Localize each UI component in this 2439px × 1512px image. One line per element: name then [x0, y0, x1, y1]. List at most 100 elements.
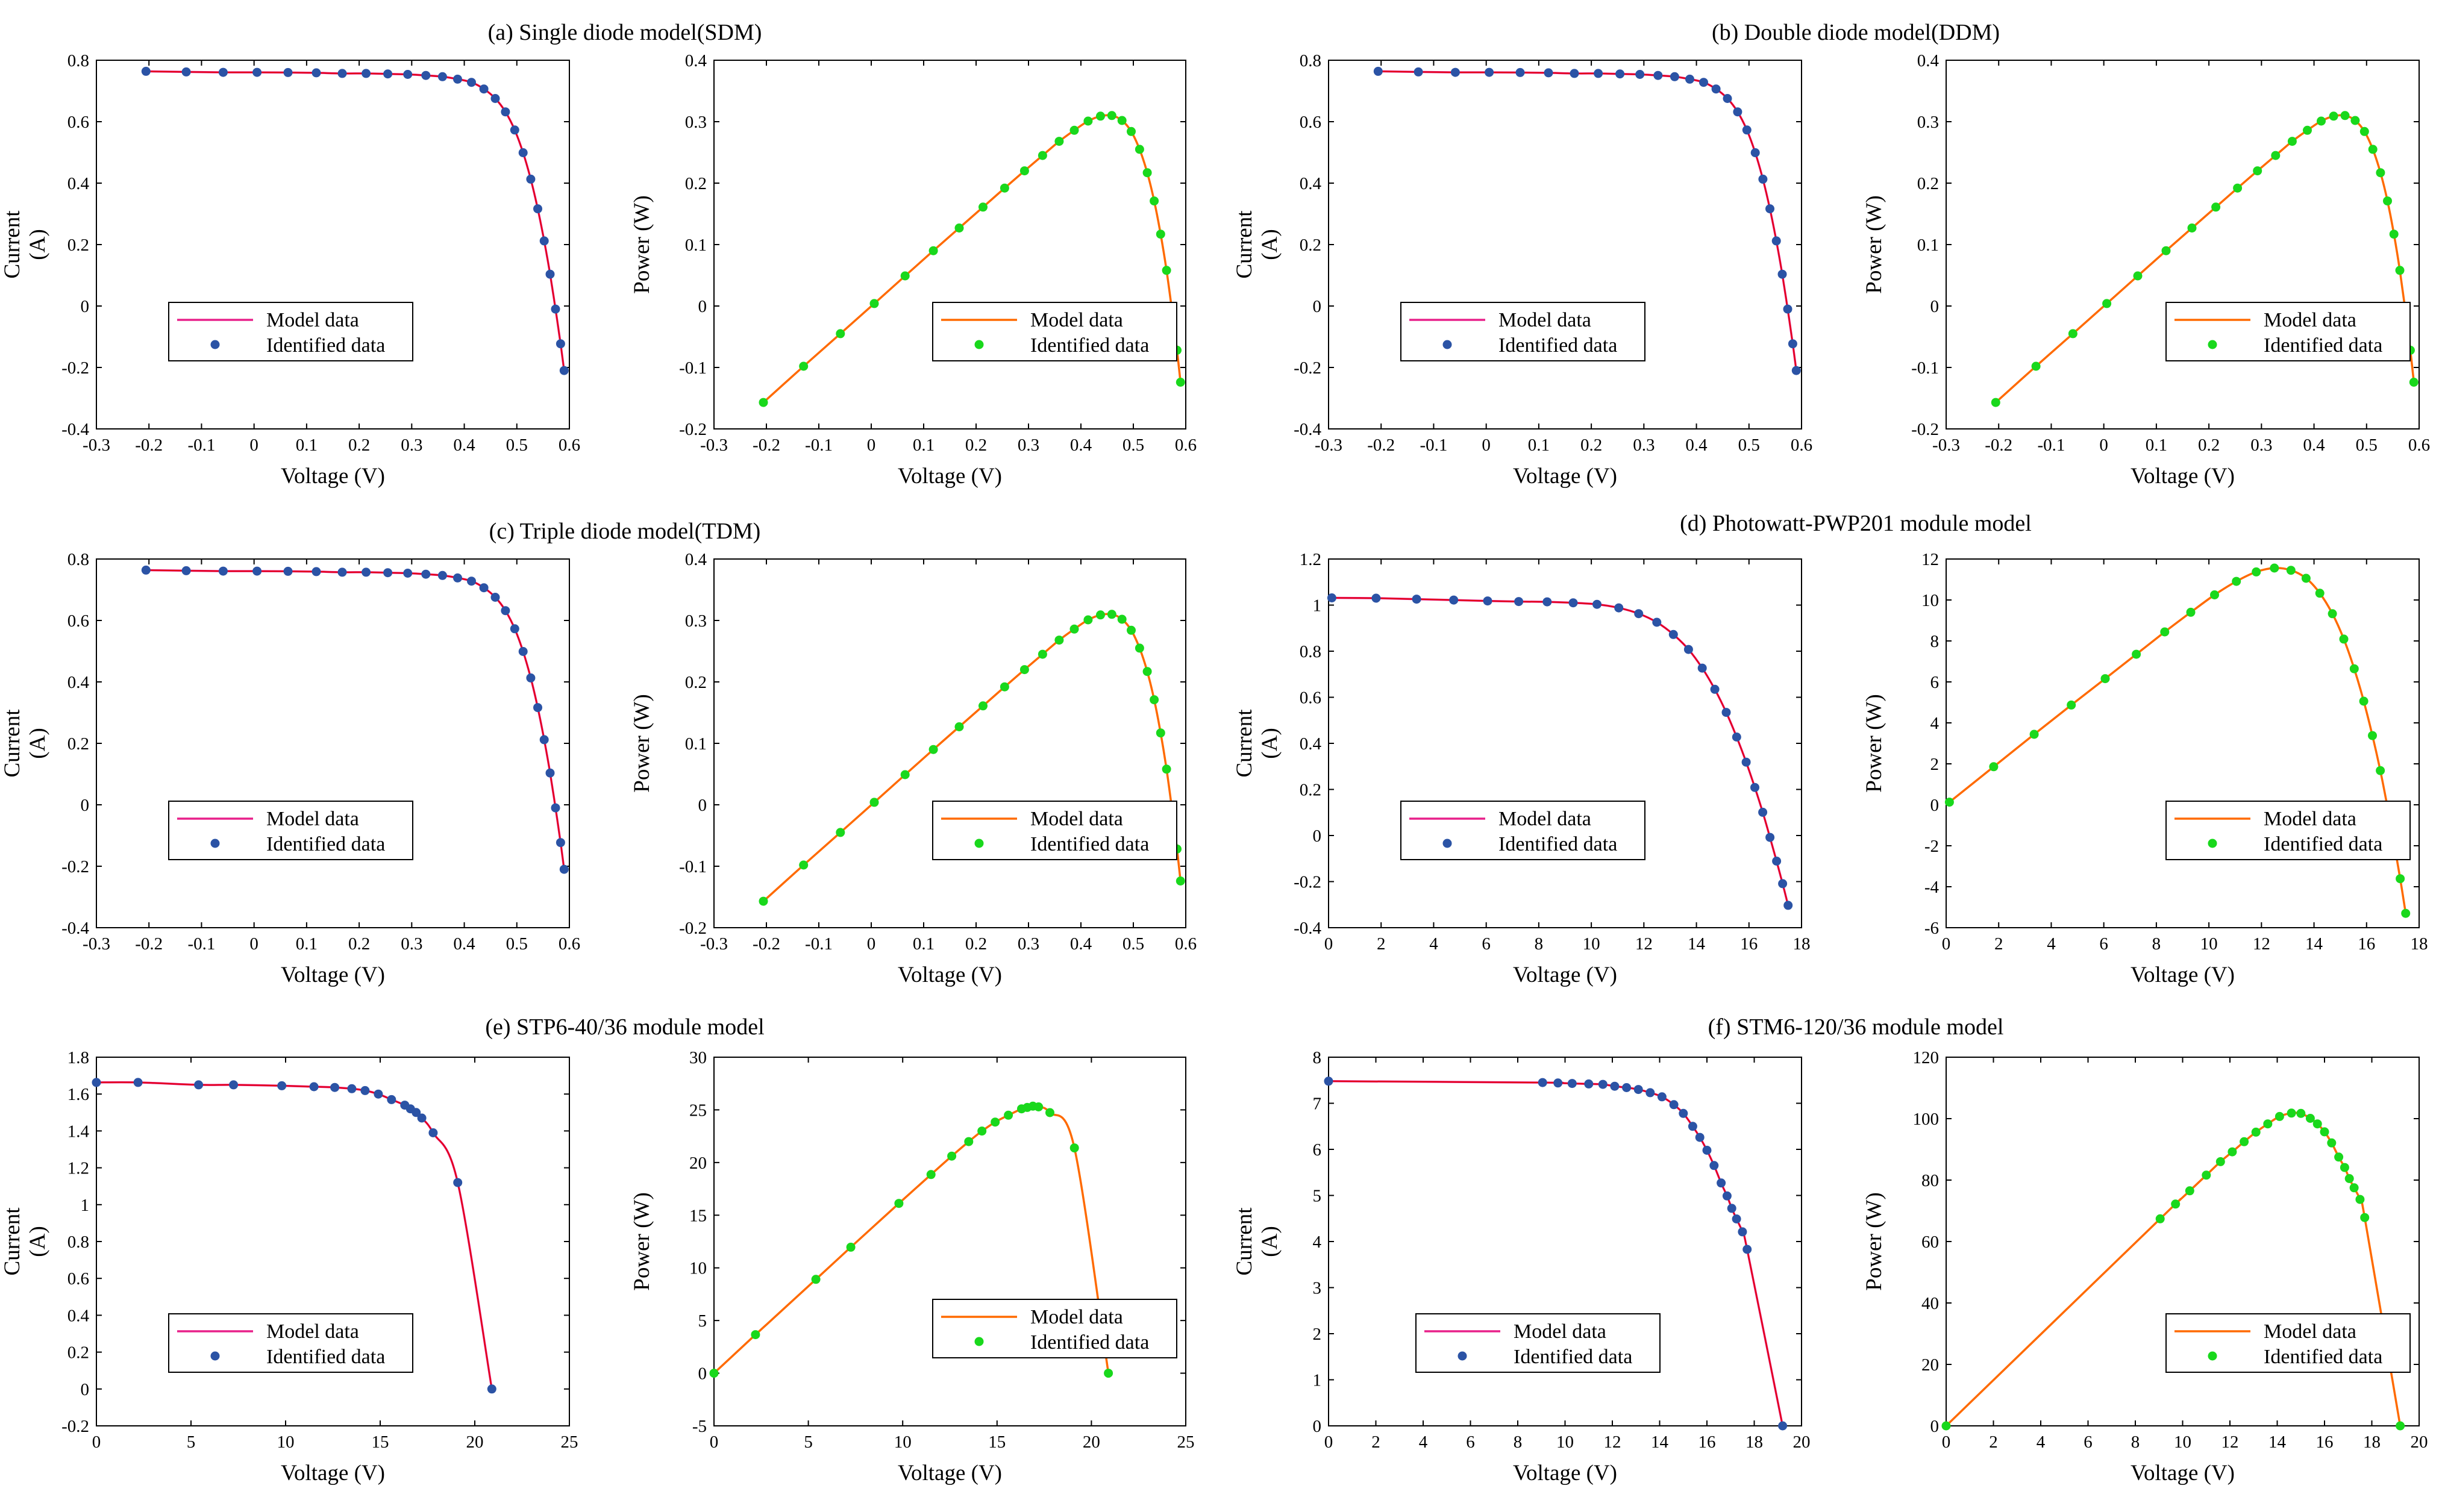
x-tick-label: 12 — [2253, 934, 2270, 954]
data-point — [1758, 174, 1768, 184]
data-point — [2029, 729, 2039, 739]
data-point — [2315, 589, 2325, 598]
x-tick-label: 6 — [2084, 1432, 2093, 1452]
data-point — [1688, 1122, 1697, 1131]
data-point — [2383, 196, 2392, 206]
x-tick-label: -0.3 — [1932, 436, 1960, 455]
data-point — [1695, 1132, 1705, 1142]
y-tick-label: -0.2 — [1294, 873, 1321, 892]
x-tick-label: 0.5 — [506, 934, 528, 954]
data-point — [2340, 111, 2350, 120]
x-tick-label: 0.5 — [1122, 934, 1144, 954]
y-tick-label: 0.6 — [67, 113, 89, 132]
data-point — [1941, 1421, 1951, 1431]
x-tick-label: 14 — [2268, 1432, 2287, 1452]
data-point — [2215, 1157, 2225, 1166]
data-point — [1038, 649, 1047, 659]
data-point — [954, 722, 964, 731]
y-tick-label: 0.4 — [67, 673, 90, 692]
data-point — [1176, 876, 1185, 886]
x-tick-label: 0.6 — [1791, 436, 1812, 455]
x-tick-label: 0 — [249, 436, 258, 455]
x-tick-label: 0 — [1482, 436, 1491, 455]
x-tick-label: 0.6 — [1175, 934, 1197, 954]
data-point — [1709, 1161, 1719, 1170]
y-axis-label: Power (W) — [1862, 694, 1886, 792]
legend-label-model: Model data — [1514, 1320, 1606, 1343]
data-point — [337, 69, 347, 78]
data-point — [383, 69, 393, 79]
x-tick-label: 16 — [2316, 1432, 2334, 1452]
identified-points — [141, 66, 569, 375]
y-tick-label: 1 — [1313, 1371, 1322, 1390]
y-tick-label: -0.2 — [1911, 420, 1939, 439]
legend-label-identified: Identified data — [266, 334, 385, 357]
data-point — [1717, 1178, 1726, 1188]
data-point — [1117, 614, 1127, 624]
data-point — [2031, 361, 2041, 371]
x-tick-label: 20 — [1793, 1432, 1811, 1452]
y-tick-label: 0 — [698, 297, 707, 316]
data-point — [428, 1128, 438, 1137]
y-tick-label: 0 — [81, 297, 90, 316]
chart-b-iv: -0.3 -0.2 -0.1 0 0.1 0.2 0.3 0.4 0.5 0.6 -0.4 -0.2 0… — [1232, 51, 1812, 489]
x-tick-label: -0.3 — [700, 934, 728, 954]
legend-label-identified: Identified data — [266, 1346, 385, 1368]
data-point — [1668, 629, 1678, 639]
data-point — [2305, 1114, 2315, 1123]
data-point — [312, 567, 321, 576]
legend-marker-swatch — [2208, 839, 2217, 848]
group-title-f: (f) STM6-120/36 module model — [1708, 1014, 2004, 1040]
y-tick-label: -0.4 — [61, 420, 89, 439]
chart-a-iv: -0.3 -0.2 -0.1 0 0.1 0.2 0.3 0.4 0.5 0.6 -0.4 -0.2 0… — [0, 51, 580, 489]
data-point — [1162, 266, 1171, 275]
axes-box — [96, 558, 570, 928]
data-point — [2102, 299, 2112, 308]
x-tick-label: 0.2 — [965, 436, 987, 455]
data-point — [2334, 1152, 2344, 1162]
data-point — [1150, 695, 1159, 705]
legend-label-model: Model data — [1498, 309, 1591, 331]
data-point — [218, 67, 228, 77]
legend-label-model: Model data — [1498, 808, 1591, 830]
data-point — [1083, 615, 1093, 625]
data-point — [2349, 1183, 2359, 1193]
data-point — [1594, 69, 1603, 78]
y-axis-label-unit: (A) — [25, 1226, 50, 1257]
data-point — [2067, 700, 2076, 710]
y-axis-label-unit: (A) — [25, 728, 50, 758]
y-tick-label: 6 — [1313, 1140, 1322, 1160]
chart-b-pv: -0.3 -0.2 -0.1 0 0.1 0.2 0.3 0.4 0.5 0.6-0.2-0.10… — [1862, 51, 2430, 489]
y-tick-label: 0.2 — [1917, 174, 1939, 193]
x-tick-label: 0 — [867, 934, 876, 954]
x-tick-label: 0.3 — [1018, 934, 1039, 954]
data-point — [1485, 67, 1494, 77]
legend-box — [168, 302, 413, 361]
data-point — [978, 202, 988, 212]
y-tick-label: 60 — [1921, 1232, 1939, 1252]
y-axis-label-unit: (A) — [1257, 1226, 1282, 1257]
data-point — [2132, 649, 2141, 659]
axes-box — [1946, 60, 2420, 430]
x-tick-label: -0.1 — [805, 934, 833, 954]
data-point — [811, 1275, 821, 1284]
data-point — [928, 246, 938, 255]
x-tick-label: 0 — [710, 1432, 719, 1452]
legend-label-identified: Identified data — [2264, 833, 2382, 855]
y-axis-label: Power (W) — [630, 195, 654, 293]
legend-box — [1400, 302, 1645, 361]
x-tick-label: -0.1 — [1420, 436, 1447, 455]
data-point — [2327, 1138, 2337, 1148]
x-tick-label: 10 — [1556, 1432, 1574, 1452]
data-point — [2396, 1421, 2405, 1431]
data-point — [551, 803, 560, 813]
x-tick-label: 5 — [187, 1432, 196, 1452]
data-point — [894, 1199, 904, 1208]
y-tick-label: 8 — [1313, 1048, 1322, 1067]
y-tick-label: 0 — [698, 1364, 707, 1384]
data-point — [1019, 166, 1029, 176]
x-tick-label: 0.1 — [913, 934, 935, 954]
data-point — [1721, 708, 1731, 717]
y-tick-label: 0.2 — [685, 174, 707, 193]
